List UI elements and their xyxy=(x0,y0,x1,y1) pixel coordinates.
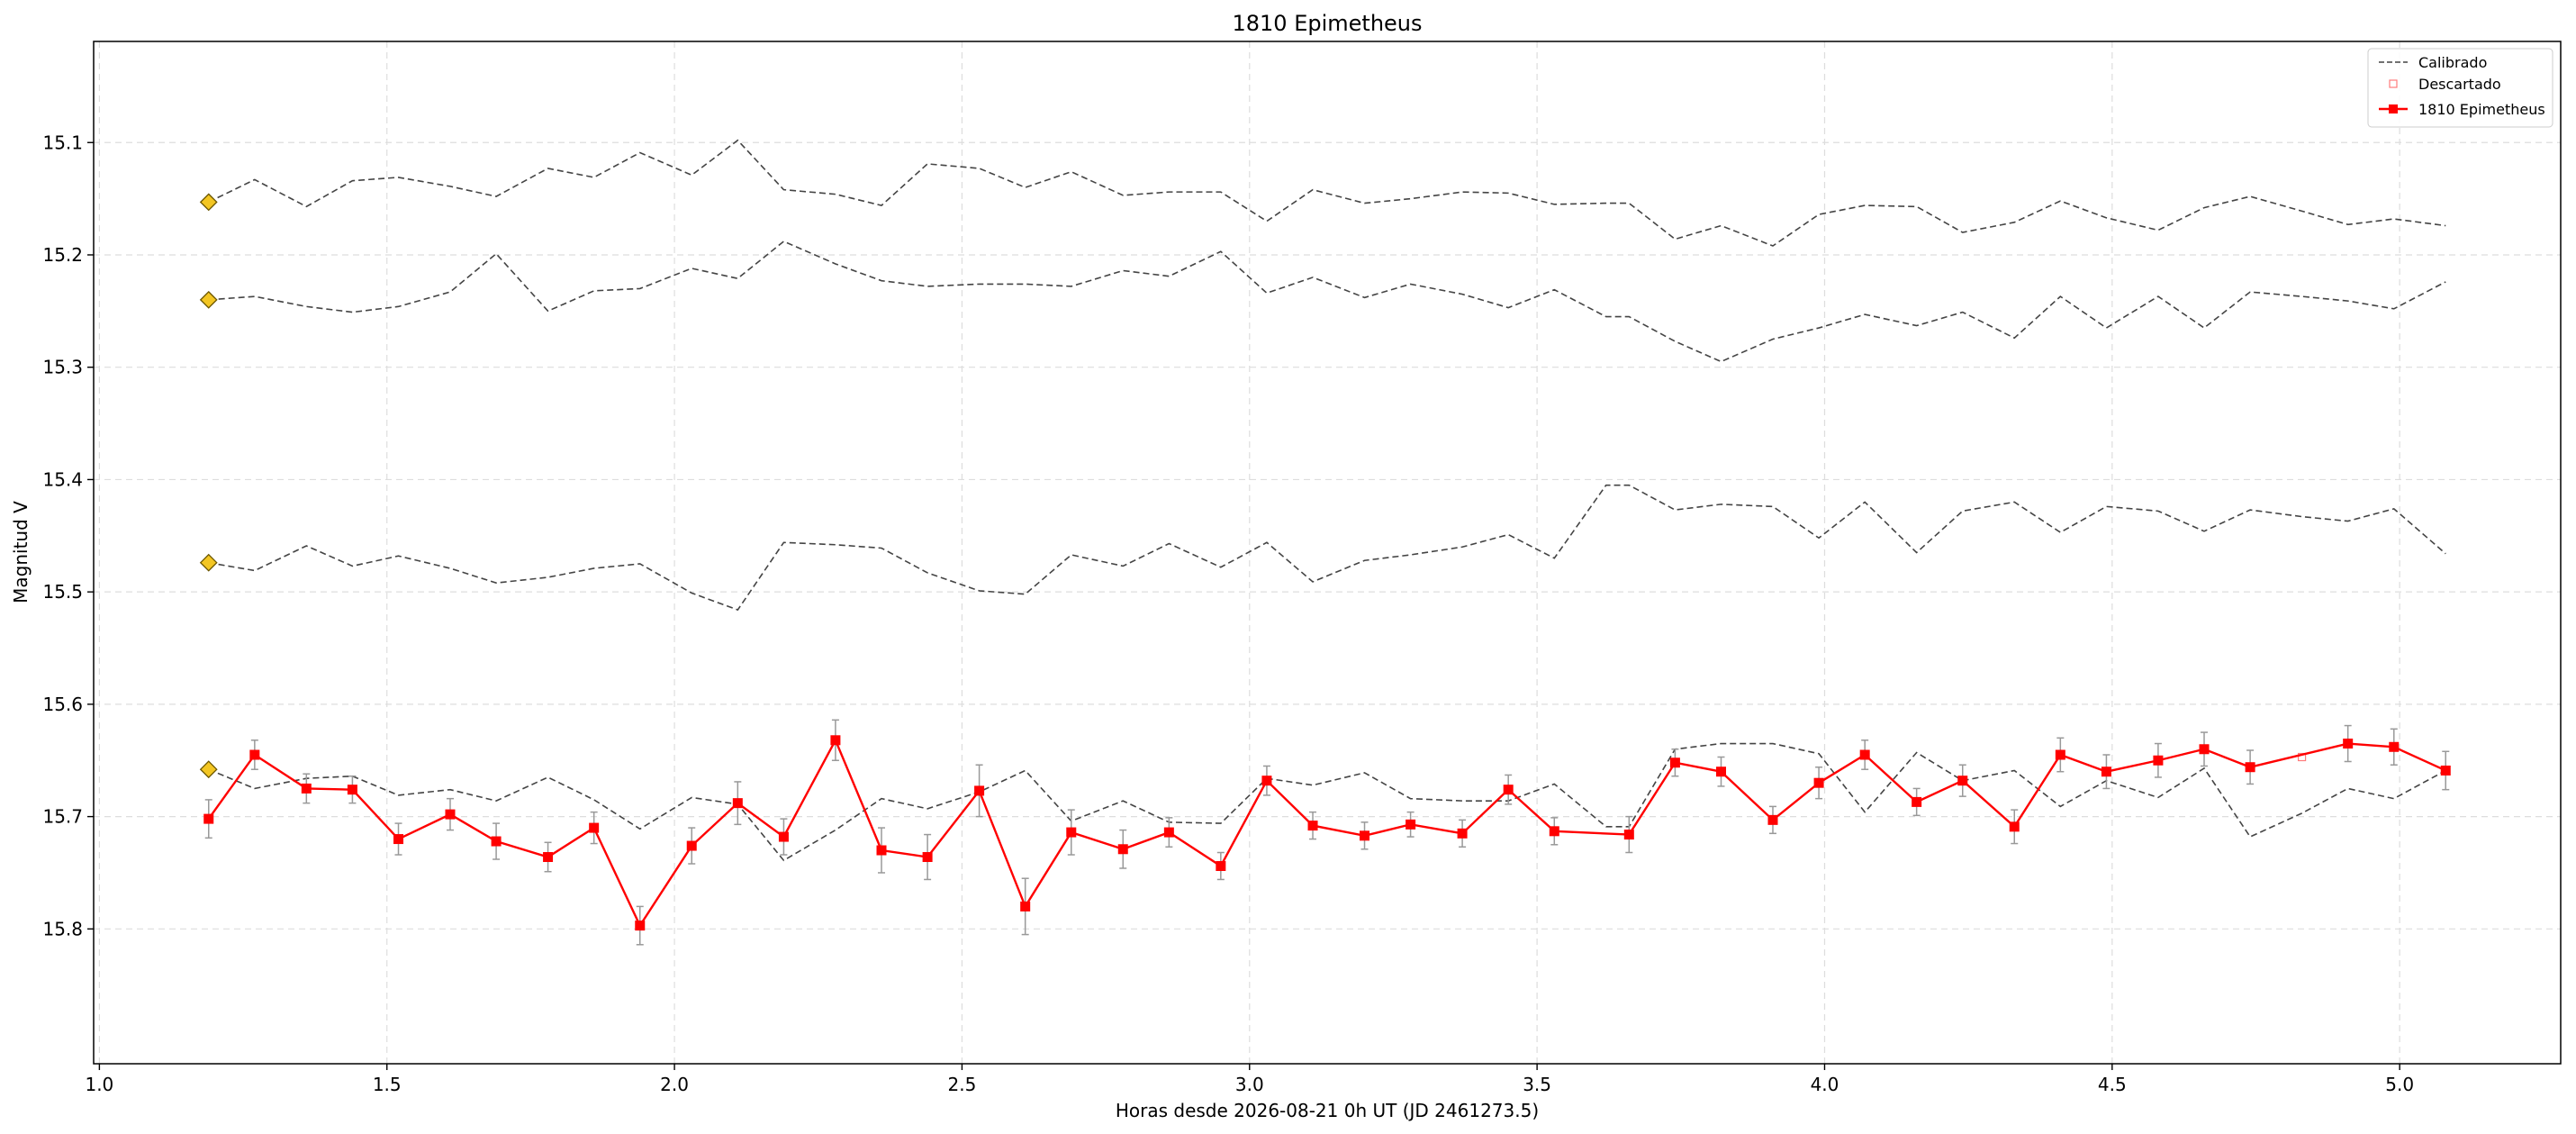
target-point xyxy=(2245,762,2255,773)
target-point xyxy=(1716,767,1727,777)
comparison-start-diamond xyxy=(199,193,218,212)
grid xyxy=(94,41,2561,1064)
comparison-start-diamond xyxy=(199,760,218,779)
target-point xyxy=(393,834,404,845)
target-point xyxy=(1360,830,1370,841)
calibrado-series-line xyxy=(208,139,2446,247)
target-point xyxy=(203,813,214,824)
target-point xyxy=(778,831,789,842)
target-point xyxy=(445,809,456,820)
target-point xyxy=(732,798,743,809)
legend-descartado-swatch xyxy=(2389,79,2398,88)
target-point xyxy=(2153,755,2164,766)
target-point xyxy=(2199,744,2210,755)
target-point xyxy=(974,785,985,796)
x-tick-label: 2.5 xyxy=(948,1074,977,1095)
target-point xyxy=(1020,901,1031,912)
x-tick-label: 3.5 xyxy=(1523,1074,1551,1095)
target-point xyxy=(1406,819,1416,830)
target-point xyxy=(635,921,646,931)
target-point xyxy=(2009,821,2020,832)
y-tick-label: 15.6 xyxy=(42,694,83,715)
target-point xyxy=(543,852,554,863)
x-tick-label: 5.0 xyxy=(2385,1074,2414,1095)
target-series-line xyxy=(207,738,2446,929)
target-point xyxy=(1669,758,1680,768)
target-point xyxy=(249,749,260,760)
target-point xyxy=(1261,776,1272,786)
legend-box xyxy=(2367,48,2553,128)
x-tick-label: 4.5 xyxy=(2098,1074,2127,1095)
y-tick-label: 15.3 xyxy=(42,357,83,378)
target-point xyxy=(876,845,887,856)
x-axis-label: Horas desde 2026-08-21 0h UT (JD 2461273… xyxy=(1116,1100,1539,1121)
chart-title: 1810 Epimetheus xyxy=(1232,11,1422,36)
y-tick-label: 15.1 xyxy=(42,132,83,153)
target-series xyxy=(203,735,2451,931)
legend-calibrado-label: Calibrado xyxy=(2418,54,2487,71)
target-point xyxy=(1623,830,1634,840)
x-tick-label: 1.0 xyxy=(85,1074,113,1095)
target-point xyxy=(491,836,502,847)
discarded-points xyxy=(2297,752,2307,762)
x-tick-label: 4.0 xyxy=(1811,1074,1839,1095)
target-point xyxy=(2389,741,2400,752)
calibrado-series-line xyxy=(208,742,2446,862)
x-tick-label: 1.5 xyxy=(373,1074,402,1095)
legend-target-label: 1810 Epimetheus xyxy=(2418,101,2545,118)
y-tick-label: 15.2 xyxy=(42,244,83,266)
legend: Calibrado Descartado 1810 Epimetheus xyxy=(2367,48,2553,128)
target-point xyxy=(2055,749,2065,760)
legend-target-marker xyxy=(2389,104,2398,113)
target-point xyxy=(1216,860,1226,871)
target-point xyxy=(1066,827,1077,838)
plot-frame xyxy=(93,41,2562,1065)
y-tick-label: 15.5 xyxy=(42,581,83,603)
target-point xyxy=(1859,749,1870,760)
y-tick-label: 15.4 xyxy=(42,468,83,490)
target-point xyxy=(1813,777,1824,788)
calibrado-series-line xyxy=(208,240,2446,363)
x-axis-ticks: 1.0 1.5 2.0 2.5 3.0 3.5 4.0 4.5 5.0 xyxy=(85,1064,2414,1095)
discarded-point xyxy=(2297,752,2307,762)
y-axis-label: Magnitud V xyxy=(10,501,32,603)
target-point xyxy=(1767,814,1778,825)
target-point xyxy=(1457,828,1468,839)
target-point xyxy=(2101,767,2111,777)
comparison-start-diamond xyxy=(199,553,218,572)
target-point xyxy=(1912,796,1922,807)
target-point xyxy=(1307,821,1318,831)
calibrado-series-line xyxy=(208,484,2446,612)
target-point xyxy=(589,822,600,833)
comparison-start-markers xyxy=(199,193,218,779)
target-point xyxy=(1957,776,1968,786)
x-tick-label: 2.0 xyxy=(660,1074,689,1095)
target-point xyxy=(1549,826,1559,837)
target-point xyxy=(2440,765,2451,776)
target-point xyxy=(1503,785,1514,795)
target-point xyxy=(1163,827,1174,838)
target-point xyxy=(686,840,697,851)
y-tick-label: 15.7 xyxy=(42,806,83,828)
x-tick-label: 3.0 xyxy=(1235,1074,1264,1095)
target-point xyxy=(1117,844,1128,855)
target-point xyxy=(830,735,841,746)
y-axis-ticks: 15.1 15.2 15.3 15.4 15.5 15.6 15.7 15.8 xyxy=(42,132,94,939)
legend-descartado-label: Descartado xyxy=(2418,76,2501,93)
target-point xyxy=(301,783,312,794)
target-point xyxy=(922,852,933,863)
target-point xyxy=(347,785,357,795)
comparison-series-group xyxy=(208,139,2446,862)
y-tick-label: 15.8 xyxy=(42,918,83,939)
target-point xyxy=(2343,739,2354,749)
comparison-start-diamond xyxy=(199,290,218,309)
